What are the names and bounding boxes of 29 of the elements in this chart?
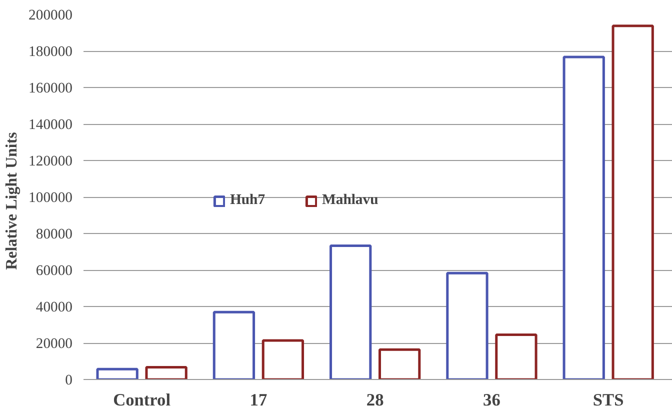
y-tick-label: 100000 — [28, 190, 72, 206]
y-tick-label: 20000 — [36, 336, 72, 352]
x-tick-label: 17 — [250, 390, 268, 410]
x-tick-label: 36 — [483, 390, 501, 410]
y-axis-title: Relative Light Units — [4, 132, 21, 270]
x-tick-label: 28 — [366, 390, 384, 410]
bar — [562, 56, 605, 380]
y-tick-label: 140000 — [28, 117, 72, 133]
bar — [612, 24, 654, 380]
legend-label: Huh7 — [230, 192, 266, 209]
bar — [212, 310, 256, 380]
bar — [330, 244, 372, 380]
y-tick-label: 80000 — [36, 226, 72, 242]
bar — [262, 339, 304, 380]
bar — [378, 348, 421, 380]
bar — [446, 272, 488, 380]
y-tick-label: 60000 — [36, 263, 72, 279]
y-tick-label: 120000 — [28, 154, 72, 170]
y-tick-label: 40000 — [36, 300, 72, 316]
x-tick-label: STS — [592, 390, 624, 410]
x-tick-label: Control — [113, 390, 171, 410]
y-tick-label: 200000 — [28, 8, 72, 24]
bar — [495, 334, 538, 380]
y-tick-label: 180000 — [28, 44, 72, 60]
legend-label: Mahlavu — [322, 192, 378, 209]
y-tick-label: 0 — [65, 372, 72, 388]
bar — [96, 368, 138, 380]
y-tick-label: 160000 — [28, 80, 72, 96]
bar — [145, 366, 188, 380]
